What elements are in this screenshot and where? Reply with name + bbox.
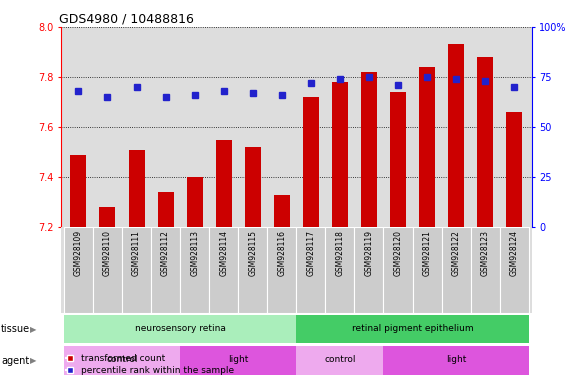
- Bar: [296, 315, 529, 343]
- Bar: [238, 227, 267, 313]
- Bar: [209, 227, 238, 313]
- Text: GDS4980 / 10488816: GDS4980 / 10488816: [59, 13, 193, 26]
- Bar: [64, 315, 296, 343]
- Bar: [64, 227, 93, 313]
- Text: ▶: ▶: [30, 324, 37, 334]
- Text: neurosensory retina: neurosensory retina: [135, 324, 225, 333]
- Bar: [390, 92, 406, 227]
- Bar: [99, 207, 116, 227]
- Bar: [157, 192, 174, 227]
- Bar: [245, 147, 261, 227]
- Text: GSM928115: GSM928115: [248, 230, 257, 276]
- Bar: [128, 150, 145, 227]
- Text: GSM928119: GSM928119: [364, 230, 374, 276]
- Bar: [180, 346, 296, 375]
- Text: GSM928114: GSM928114: [219, 230, 228, 276]
- Bar: [274, 195, 290, 227]
- Text: light: light: [228, 356, 249, 364]
- Bar: [383, 227, 413, 313]
- Legend: transformed count, percentile rank within the sample: transformed count, percentile rank withi…: [63, 351, 238, 379]
- Bar: [122, 227, 151, 313]
- Text: light: light: [446, 356, 467, 364]
- Bar: [70, 155, 87, 227]
- Text: GSM928113: GSM928113: [190, 230, 199, 276]
- Bar: [500, 227, 529, 313]
- Bar: [419, 67, 435, 227]
- Bar: [442, 227, 471, 313]
- Text: retinal pigment epithelium: retinal pigment epithelium: [352, 324, 474, 333]
- Text: GSM928110: GSM928110: [103, 230, 112, 276]
- Text: GSM928109: GSM928109: [74, 230, 83, 276]
- Text: control: control: [324, 356, 356, 364]
- Text: tissue: tissue: [1, 324, 30, 334]
- Bar: [267, 227, 296, 313]
- Bar: [325, 227, 354, 313]
- Text: GSM928118: GSM928118: [335, 230, 345, 276]
- Bar: [296, 346, 383, 375]
- Bar: [354, 227, 383, 313]
- Text: GSM928112: GSM928112: [161, 230, 170, 276]
- Bar: [93, 227, 122, 313]
- Bar: [180, 227, 209, 313]
- Bar: [383, 346, 529, 375]
- Text: control: control: [106, 356, 138, 364]
- Bar: [187, 177, 203, 227]
- Text: GSM928124: GSM928124: [510, 230, 519, 276]
- Bar: [448, 45, 464, 227]
- Text: GSM928111: GSM928111: [132, 230, 141, 276]
- Bar: [151, 227, 180, 313]
- Bar: [471, 227, 500, 313]
- Text: ▶: ▶: [30, 356, 37, 365]
- Text: GSM928116: GSM928116: [277, 230, 286, 276]
- Text: GSM928117: GSM928117: [306, 230, 315, 276]
- Text: agent: agent: [1, 356, 30, 366]
- Bar: [413, 227, 442, 313]
- Bar: [361, 72, 377, 227]
- Bar: [303, 97, 319, 227]
- Text: GSM928122: GSM928122: [451, 230, 461, 276]
- Bar: [477, 57, 493, 227]
- Bar: [64, 346, 180, 375]
- Bar: [506, 112, 522, 227]
- Text: GSM928121: GSM928121: [422, 230, 432, 276]
- Bar: [296, 227, 325, 313]
- Text: GSM928123: GSM928123: [480, 230, 490, 276]
- Bar: [332, 82, 348, 227]
- Bar: [216, 140, 232, 227]
- Text: GSM928120: GSM928120: [393, 230, 403, 276]
